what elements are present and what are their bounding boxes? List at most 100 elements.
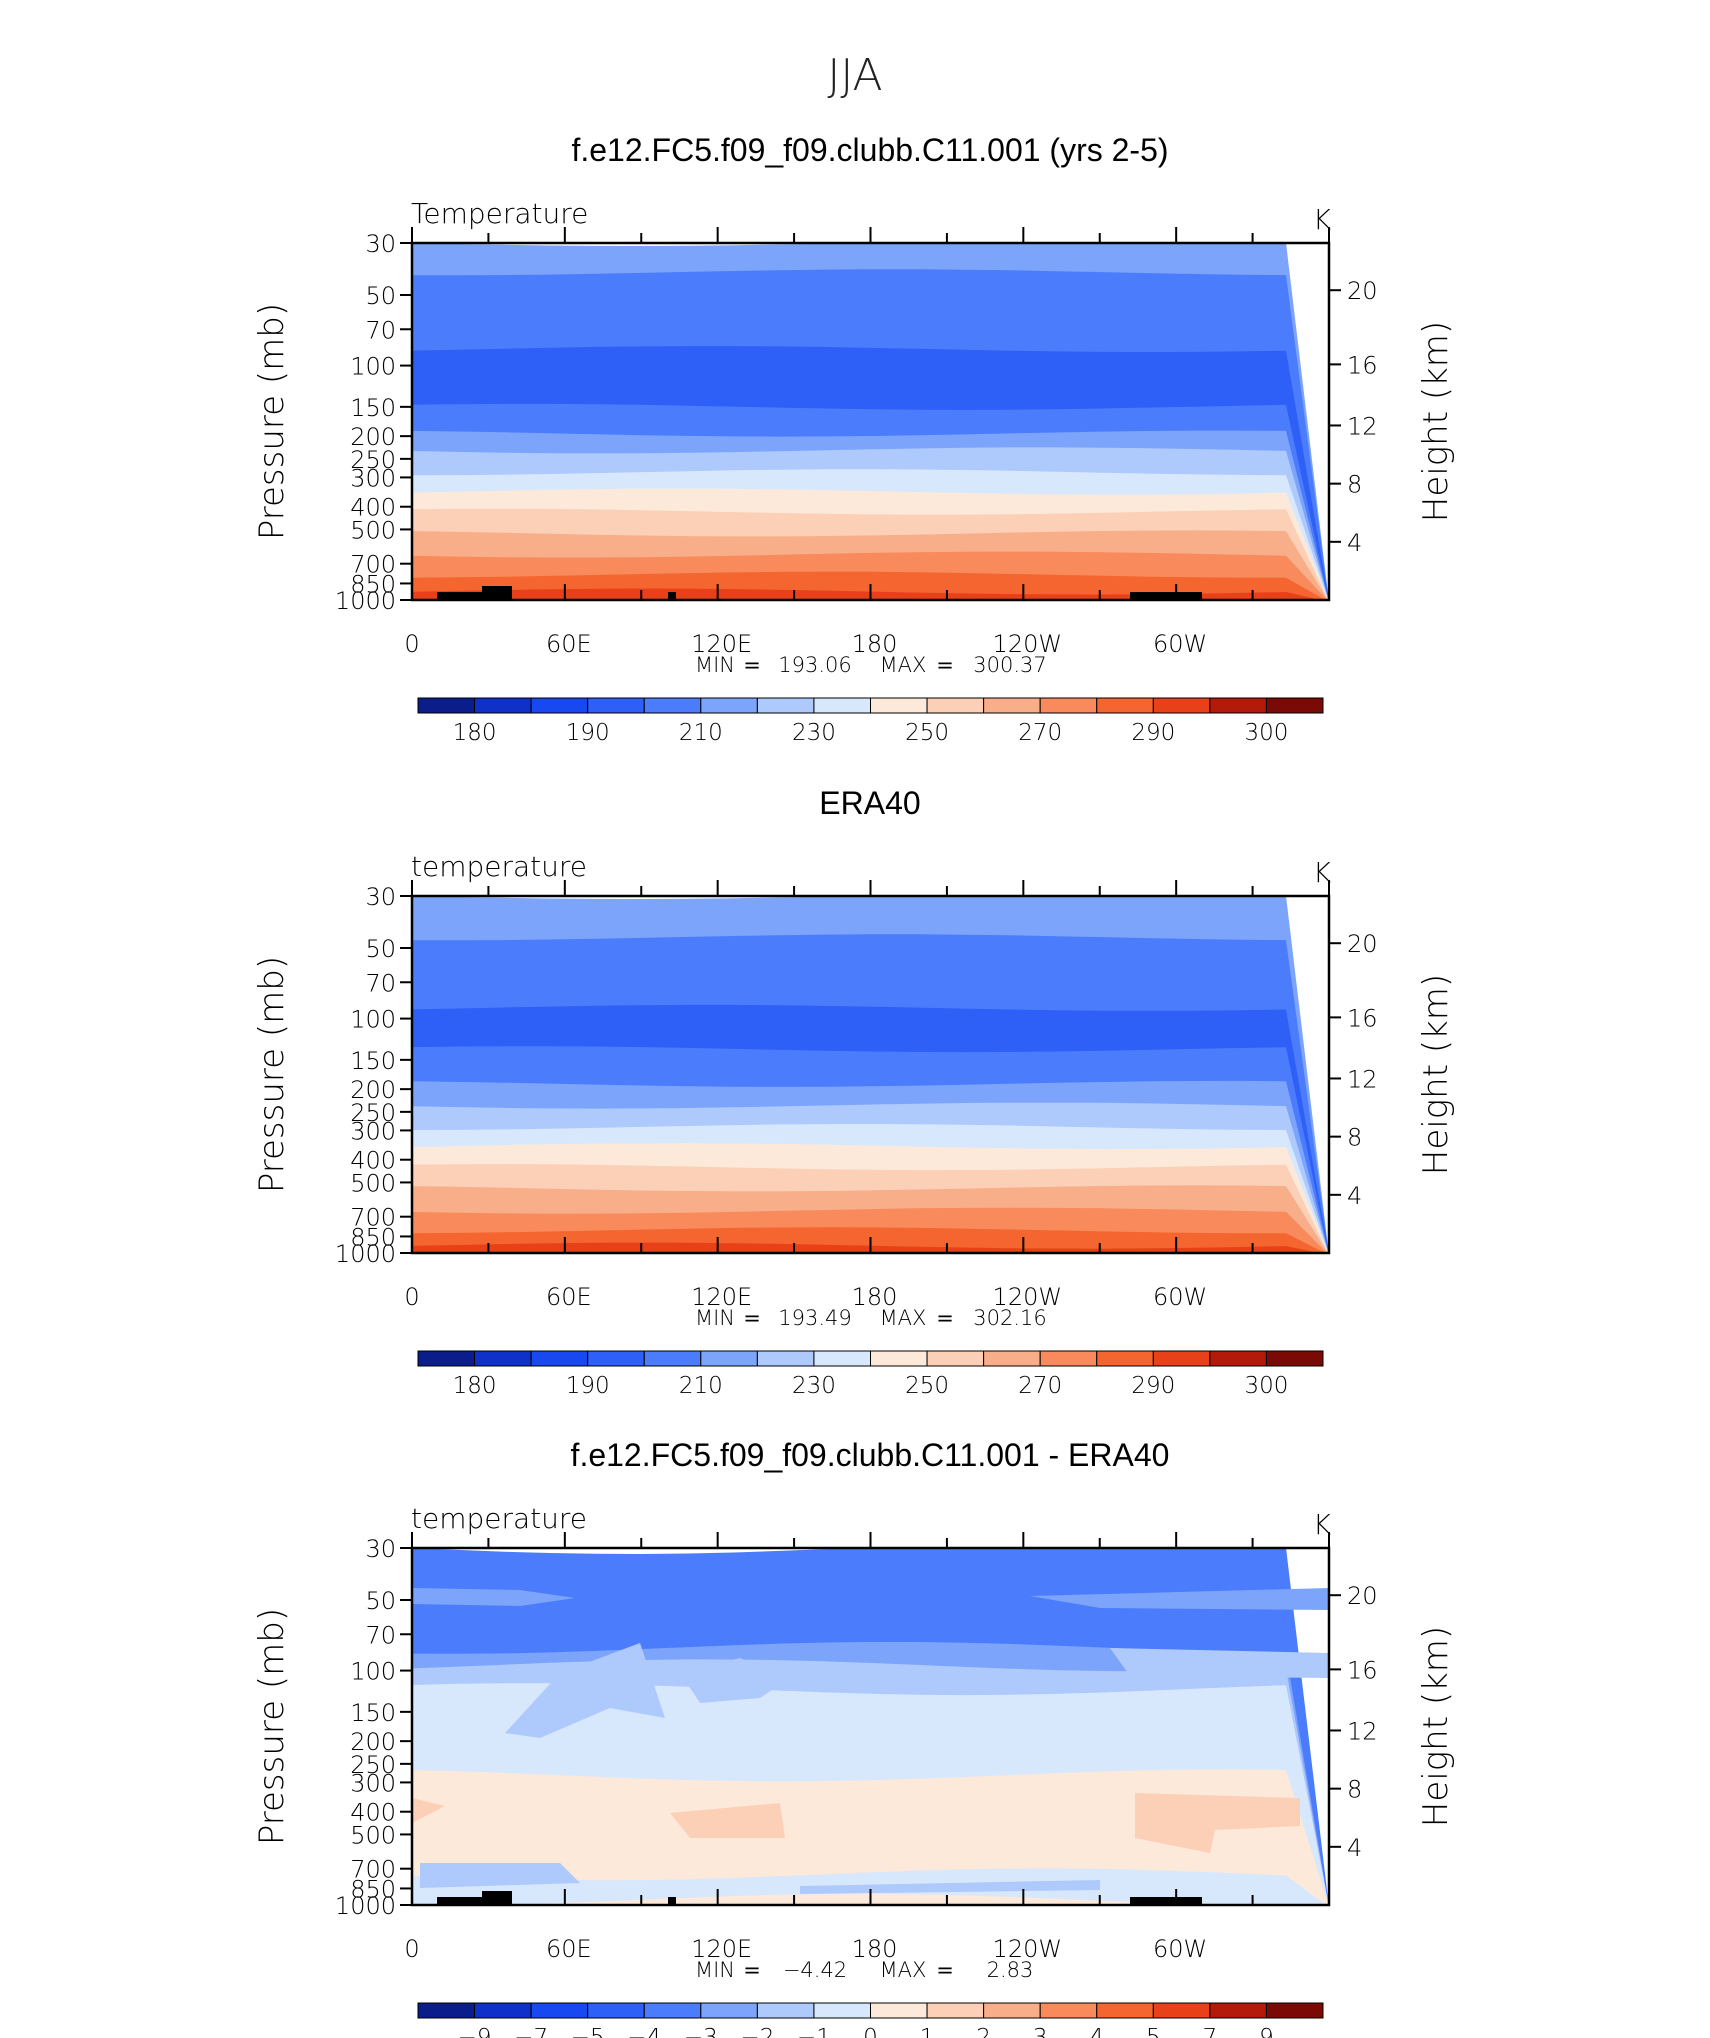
colorbar-box xyxy=(530,1350,589,1367)
stat-min-label: MIN xyxy=(695,1958,735,1982)
colorbar-box xyxy=(870,697,928,714)
colorbar-box xyxy=(1209,697,1267,714)
colorbar-label: 1 xyxy=(920,2025,935,2038)
y-tick-label: 100 xyxy=(350,1006,396,1034)
y-tick-label: 400 xyxy=(350,494,396,522)
colorbar-box xyxy=(813,697,871,714)
topography-block xyxy=(668,1897,676,1905)
x-tick-label: 0 xyxy=(404,630,419,658)
colorbar-box xyxy=(756,697,815,714)
colorbar-box xyxy=(417,1350,476,1367)
colorbar-box xyxy=(926,697,985,714)
panel-1: f.e12.FC5.f09_f09.clubb.C11.001 (yrs 2-5… xyxy=(252,132,1456,746)
colorbar-box xyxy=(1209,1350,1267,1367)
topography-block xyxy=(668,592,676,600)
topography-block xyxy=(1130,1897,1202,1905)
y-tick-label: 30 xyxy=(365,230,396,258)
x-axis: 0 60E 120E 180 120W 60W xyxy=(404,227,1330,658)
x-axis: 0 60E 120E 180 120W 60W xyxy=(404,880,1330,1311)
stat-eq: = xyxy=(743,1306,761,1330)
panel-2: ERA40 temperature K 0 60E 120E 180 120W 60W 30 50 7… xyxy=(252,785,1456,1399)
colorbar-box xyxy=(587,1350,645,1367)
colorbar-label: 210 xyxy=(679,720,723,746)
y-tick-label: 500 xyxy=(350,1821,396,1849)
colorbar: −9 −7 −5 −4 −3 −2 −1 0 1 2 3 4 5 7 9 xyxy=(417,2002,1324,2038)
colorbar-box xyxy=(417,2002,476,2019)
x-tick-label: 60E xyxy=(546,630,592,658)
y-tick-label: 700 xyxy=(350,1856,396,1884)
colorbar-box xyxy=(530,2002,589,2019)
colorbar-label: 250 xyxy=(905,720,949,746)
colorbar-label: 230 xyxy=(792,1373,836,1399)
colorbar-box xyxy=(474,1350,532,1367)
y-tick-label: 100 xyxy=(350,353,396,381)
x-tick-label: 60W xyxy=(1153,630,1207,658)
colorbar-label: 2 xyxy=(976,2025,991,2038)
colorbar-label: −7 xyxy=(514,2025,548,2038)
colorbar-label: −4 xyxy=(627,2025,661,2038)
anomaly-patch xyxy=(670,1803,785,1838)
colorbar-box xyxy=(983,1350,1041,1367)
colorbar-label: 190 xyxy=(566,1373,610,1399)
y-tick-label: 500 xyxy=(350,516,396,544)
colorbar-box xyxy=(1096,1350,1154,1367)
colorbar-box xyxy=(1096,2002,1154,2019)
colorbar-label: 180 xyxy=(453,1373,497,1399)
y2-tick-label: 4 xyxy=(1347,1182,1362,1210)
y-tick-label: 850 xyxy=(350,1875,396,1903)
y2-axis-title: Height (km) xyxy=(1416,321,1456,522)
colorbar-label: 7 xyxy=(1203,2025,1218,2038)
colorbar-label: 4 xyxy=(1089,2025,1104,2038)
topography-block xyxy=(1130,592,1202,600)
contour-band xyxy=(412,1893,1231,1905)
colorbar: 180 190 210 230 250 270 290 300 xyxy=(417,1350,1324,1399)
stat-min-label: MIN xyxy=(695,653,735,677)
stat-eq: = xyxy=(936,653,954,677)
colorbar-label: 230 xyxy=(792,720,836,746)
y2-tick-label: 16 xyxy=(1347,1656,1378,1684)
colorbar-label: 0 xyxy=(863,2025,878,2038)
colorbar-label: 290 xyxy=(1131,1373,1175,1399)
page-title: JJA xyxy=(827,50,882,101)
stat-max-value: 300.37 xyxy=(973,653,1046,677)
x-tick-label: 0 xyxy=(404,1935,419,1963)
y-tick-label: 400 xyxy=(350,1147,396,1175)
colorbar-box xyxy=(926,1350,985,1367)
colorbar-label: −9 xyxy=(458,2025,492,2038)
colorbar-box xyxy=(1039,2002,1098,2019)
x-tick-label: 60E xyxy=(546,1935,592,1963)
y2-tick-label: 20 xyxy=(1347,1582,1378,1610)
y-tick-label: 700 xyxy=(350,551,396,579)
y-tick-label: 1000 xyxy=(335,1892,396,1920)
y-tick-label: 30 xyxy=(365,883,396,911)
stat-max-label: MAX xyxy=(880,1958,927,1982)
y-tick-label: 400 xyxy=(350,1799,396,1827)
variable-label: temperature xyxy=(411,1502,587,1535)
y-tick-label: 50 xyxy=(365,282,396,310)
colorbar: 180 190 210 230 250 270 290 300 xyxy=(417,697,1324,746)
y-tick-label: 30 xyxy=(365,1535,396,1563)
colorbar-box xyxy=(700,697,758,714)
colorbar-box xyxy=(1039,697,1098,714)
y-tick-label: 300 xyxy=(350,1769,396,1797)
colorbar-label: 180 xyxy=(453,720,497,746)
topography-block xyxy=(482,1891,512,1905)
x-tick-label: 0 xyxy=(404,1283,419,1311)
y-tick-label: 850 xyxy=(350,1223,396,1251)
y-tick-label: 1000 xyxy=(335,587,396,615)
topography-block xyxy=(437,592,512,600)
colorbar-box xyxy=(700,1350,758,1367)
y-tick-label: 300 xyxy=(350,464,396,492)
panel-title: f.e12.FC5.f09_f09.clubb.C11.001 - ERA40 xyxy=(571,1437,1170,1473)
x-tick-label: 60E xyxy=(546,1283,592,1311)
colorbar-box xyxy=(587,697,645,714)
stat-eq: = xyxy=(743,653,761,677)
units-label: K xyxy=(1313,856,1332,889)
contour-band xyxy=(412,1242,1320,1253)
x-tick-label: 180 xyxy=(852,1283,898,1311)
y-tick-label: 300 xyxy=(350,1117,396,1145)
panel-3: f.e12.FC5.f09_f09.clubb.C11.001 - ERA40 t… xyxy=(252,1437,1456,2038)
anomaly-patch xyxy=(1110,1648,1329,1678)
contour-bands xyxy=(412,896,1329,1253)
units-label: K xyxy=(1313,1508,1332,1541)
